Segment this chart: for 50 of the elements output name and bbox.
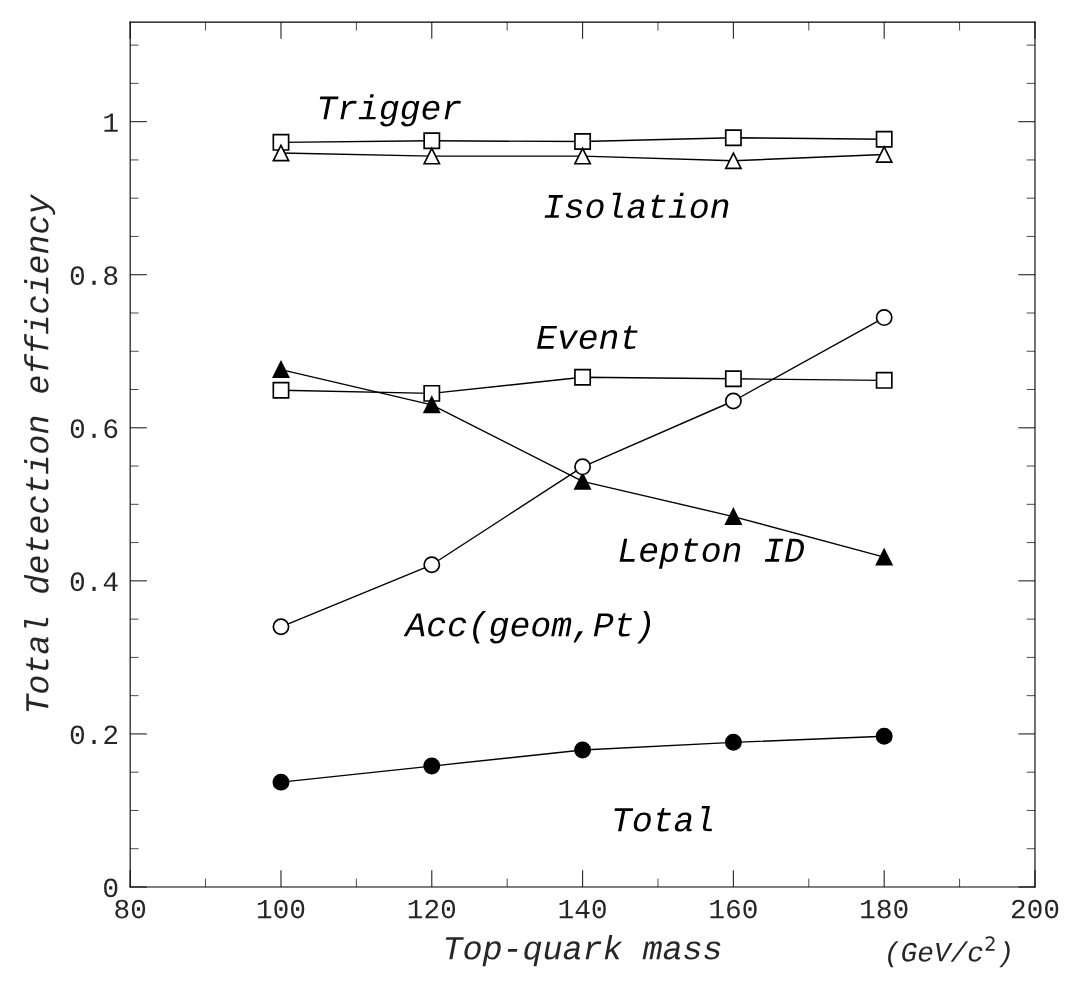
- point: [272, 618, 290, 636]
- point: [724, 733, 742, 751]
- point: [724, 152, 742, 170]
- y-tick-label: 0.2: [70, 725, 118, 745]
- point: [423, 757, 441, 775]
- point: [574, 741, 592, 759]
- point: [724, 129, 742, 147]
- series-label: Isolation: [544, 192, 729, 219]
- x-tick-label: 120: [408, 899, 456, 919]
- series-label: Trigger: [319, 94, 461, 127]
- point: [875, 146, 893, 164]
- text: (GeV/c$^{2}$): [888, 936, 1010, 968]
- point: [272, 381, 290, 399]
- x-tick-label: 100: [257, 899, 305, 919]
- y-tick-label: 0.6: [70, 419, 118, 439]
- point: [423, 384, 441, 402]
- x-tick-label: 140: [559, 899, 606, 919]
- point: [875, 548, 893, 566]
- point: [724, 392, 742, 410]
- series-label: Event: [537, 325, 638, 350]
- y-axis-title: Total detection efficiency: [24, 193, 56, 712]
- point: [875, 371, 893, 389]
- point: [875, 727, 893, 745]
- point: [423, 147, 441, 165]
- x-axis-title: Top-quark mass: [445, 935, 721, 967]
- point: [574, 147, 592, 165]
- point: [574, 133, 592, 151]
- x-tick-label: 160: [710, 899, 757, 919]
- y-tick-label: 0.4: [70, 572, 118, 592]
- x-tick-label: 80: [115, 899, 146, 919]
- series-label: Total: [614, 806, 712, 832]
- point: [724, 508, 742, 526]
- point: [875, 130, 893, 148]
- point: [724, 370, 742, 388]
- point: [875, 309, 893, 327]
- y-tick-label: 0.8: [70, 266, 118, 286]
- point: [574, 458, 592, 476]
- y-tick-label: 0: [104, 878, 118, 898]
- series-label: Acc(geom,Pt): [403, 611, 651, 644]
- series-label: Lepton ID: [619, 538, 804, 569]
- point: [272, 144, 290, 162]
- point: [423, 556, 441, 574]
- point: [272, 361, 290, 379]
- x-tick-label: 200: [1011, 899, 1059, 919]
- point: [423, 132, 441, 150]
- point: [423, 396, 441, 414]
- x-tick-label: 180: [861, 899, 908, 919]
- y-tick-label: 1: [104, 113, 118, 132]
- point: [272, 773, 290, 791]
- point: [574, 368, 592, 386]
